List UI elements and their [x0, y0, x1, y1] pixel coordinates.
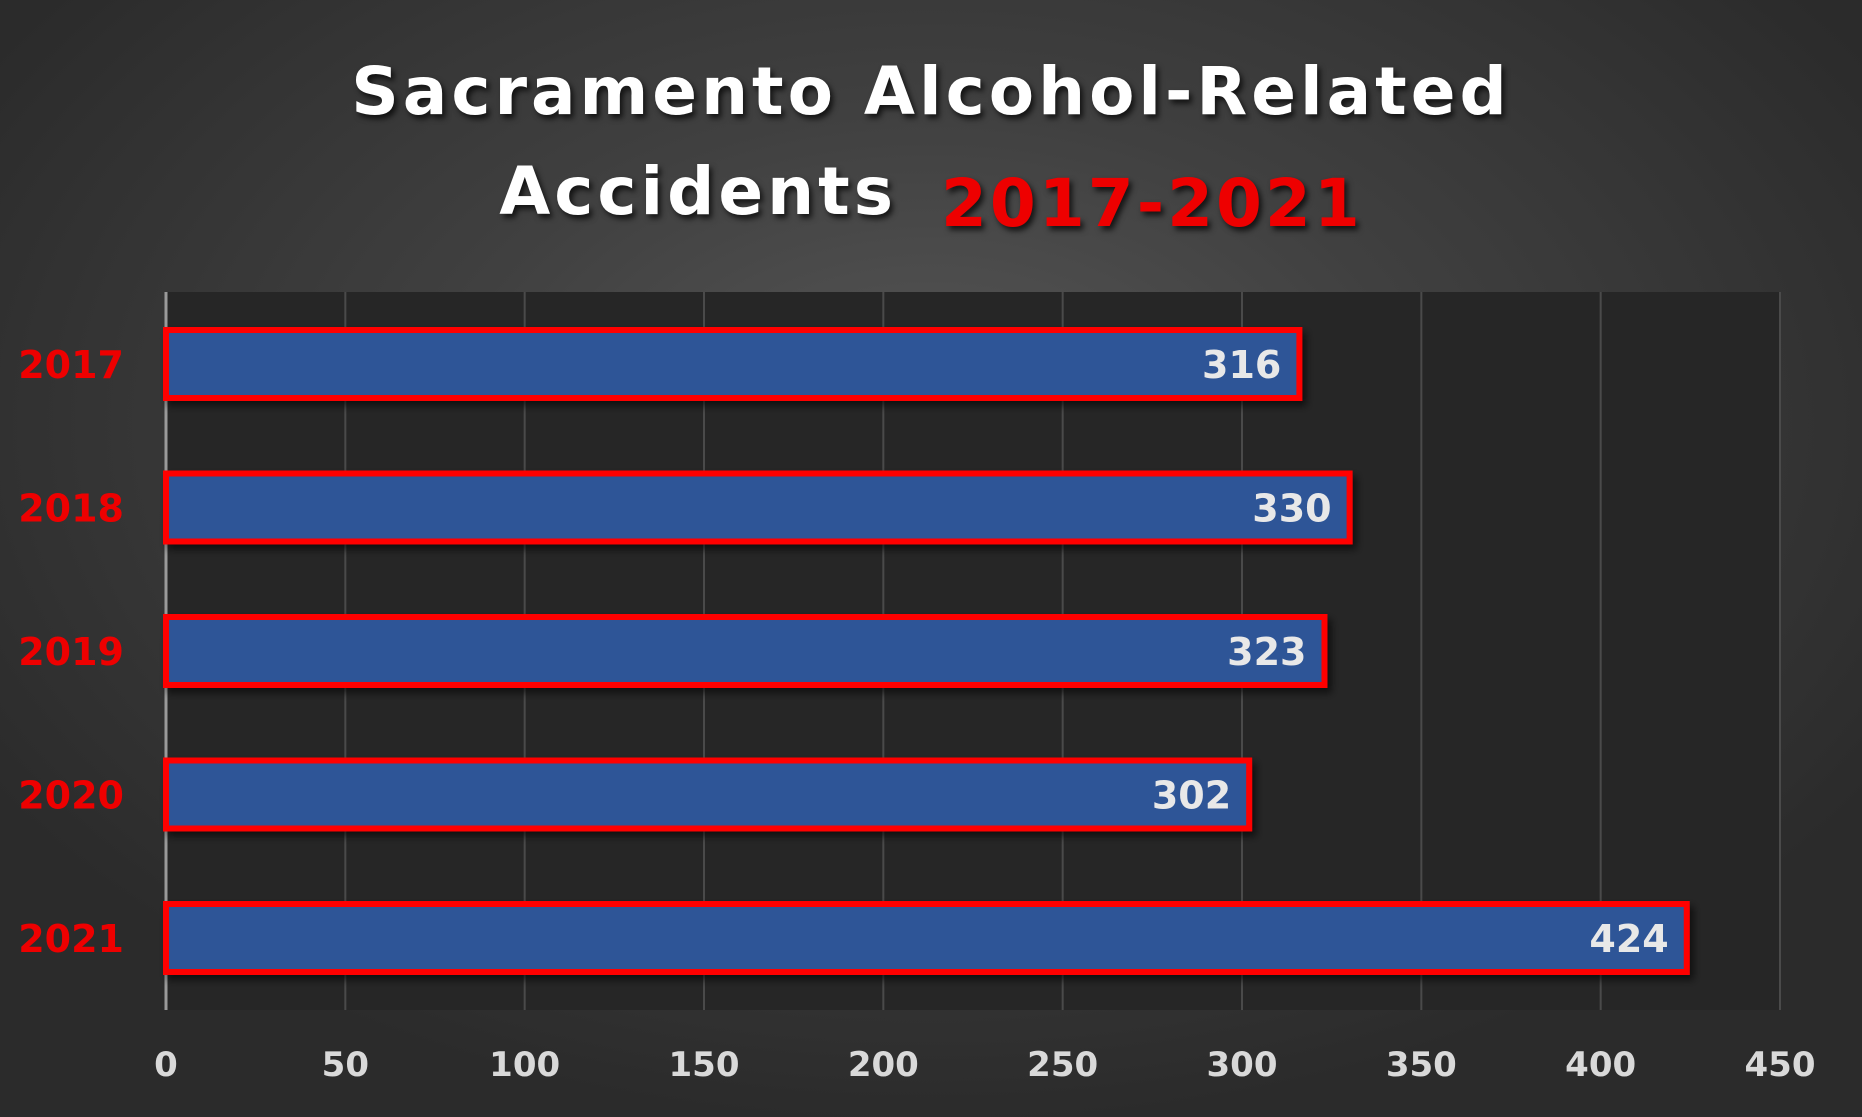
- bar-2017: [163, 327, 1303, 401]
- bars: [163, 327, 1690, 975]
- labels: 0 50 100 150 200 250 300 350 400 450 316 2017 330 201…: [18, 343, 1815, 1085]
- x-tick-label-450: 450: [1745, 1045, 1816, 1085]
- data-label-2018: 330: [1252, 487, 1331, 531]
- x-tick-label-400: 400: [1565, 1045, 1636, 1085]
- x-tick-label-150: 150: [669, 1045, 740, 1085]
- data-label-2019: 323: [1227, 630, 1306, 674]
- bar-2021: [163, 901, 1690, 975]
- chart-title: Sacramento Alcohol-Related Accidents 2017…: [0, 42, 1862, 242]
- bar-2020: [163, 757, 1253, 832]
- category-label-2017: 2017: [18, 343, 124, 387]
- bar-2018: [163, 470, 1353, 545]
- data-label-2021: 424: [1589, 917, 1668, 961]
- x-tick-label-250: 250: [1027, 1045, 1098, 1085]
- x-tick-label-50: 50: [322, 1045, 369, 1085]
- category-label-2021: 2021: [18, 917, 124, 961]
- x-tick-label-100: 100: [489, 1045, 560, 1085]
- bar-2019: [163, 614, 1328, 688]
- x-tick-label-350: 350: [1386, 1045, 1457, 1085]
- chart-title-line1: Sacramento Alcohol-Related: [351, 53, 1511, 130]
- x-tick-label-300: 300: [1207, 1045, 1278, 1085]
- x-tick-label-0: 0: [154, 1045, 178, 1085]
- chart-title-line2: Accidents 2017-2021: [0, 142, 1862, 242]
- chart-title-year-range: 2017-2021: [941, 165, 1363, 242]
- data-label-2017: 316: [1202, 343, 1281, 387]
- category-label-2019: 2019: [18, 630, 124, 674]
- data-label-2020: 302: [1152, 774, 1231, 818]
- x-tick-label-200: 200: [848, 1045, 919, 1085]
- category-label-2018: 2018: [18, 487, 124, 531]
- category-label-2020: 2020: [18, 774, 124, 818]
- chart-title-accidents: Accidents: [499, 153, 897, 230]
